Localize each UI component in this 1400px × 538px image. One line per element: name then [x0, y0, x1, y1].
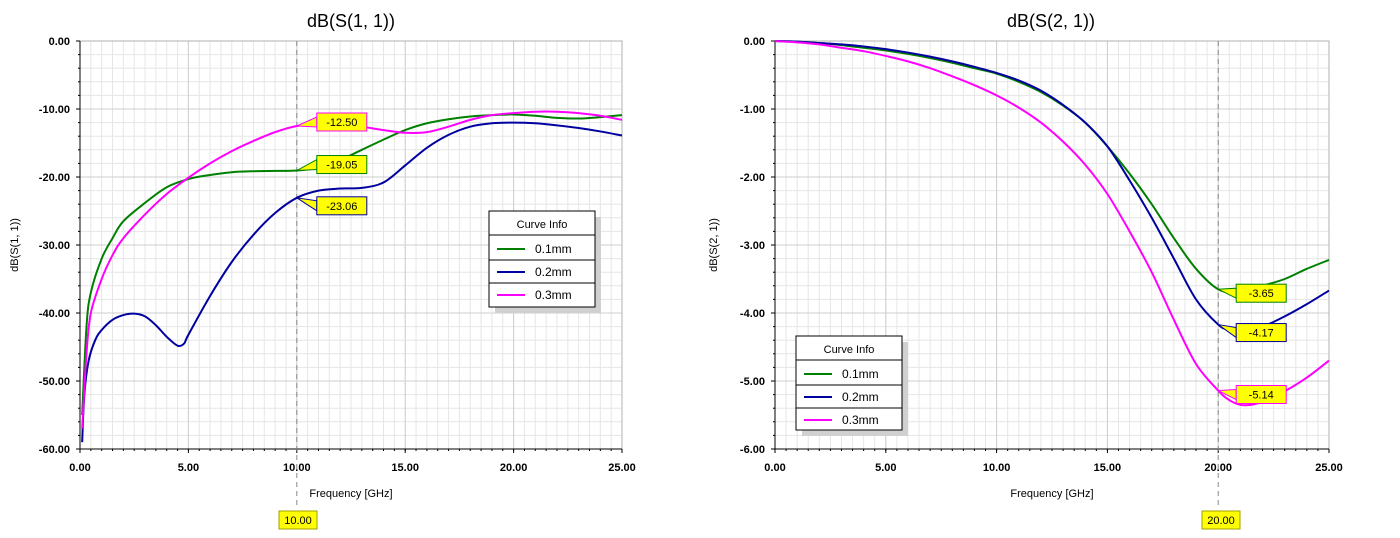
x-tick-label: 25.00 — [608, 462, 636, 474]
callout-label: -4.17 — [1249, 328, 1274, 340]
y-tick-label: -30.00 — [39, 240, 70, 252]
legend-entry: 0.3mm — [535, 288, 572, 302]
callout-label: -12.50 — [326, 117, 357, 129]
marker-x-box — [1201, 510, 1241, 530]
callout-label: -23.06 — [326, 201, 357, 213]
y-tick-label: -4.00 — [740, 308, 765, 320]
legend-box — [488, 210, 596, 308]
legend: Curve Info 0.1mm 0.2mm 0.3mm — [488, 210, 601, 313]
callout-box — [1235, 385, 1287, 405]
y-tick-label: -60.00 — [39, 444, 70, 456]
series-line-0.3mm — [774, 40, 1330, 407]
marker-x-box — [278, 510, 318, 530]
x-tick-label: 25.00 — [1315, 462, 1343, 474]
legend-title: Curve Info — [517, 219, 568, 231]
x-tick-label: 0.00 — [764, 462, 785, 474]
legend: Curve Info 0.1mm 0.2mm 0.3mm — [795, 335, 908, 436]
legend-entry: 0.2mm — [535, 265, 572, 279]
x-axis-label: Frequency [GHz] — [1010, 488, 1093, 500]
y-tick-label: -2.00 — [740, 172, 765, 184]
legend-entry: 0.1mm — [535, 242, 572, 256]
callout-label: -19.05 — [326, 160, 357, 172]
x-axis-label: Frequency [GHz] — [309, 488, 392, 500]
chart-title: dB(S(2, 1)) — [1007, 11, 1095, 31]
x-tick-label: 15.00 — [1094, 462, 1122, 474]
callout-box — [316, 196, 368, 216]
chart-title: dB(S(1, 1)) — [307, 11, 395, 31]
legend-entry: 0.1mm — [842, 367, 879, 381]
y-tick-label: -3.00 — [740, 240, 765, 252]
legend-entry: 0.3mm — [842, 413, 879, 427]
y-tick-label: -20.00 — [39, 172, 70, 184]
y-tick-label: -10.00 — [39, 104, 70, 116]
x-tick-label: 15.00 — [391, 462, 419, 474]
callout-box — [316, 155, 368, 175]
callout-box — [1235, 283, 1287, 303]
y-tick-label: 0.00 — [49, 36, 70, 48]
y-tick-label: -6.00 — [740, 444, 765, 456]
callout-box — [1235, 323, 1287, 343]
marker-x-label: 20.00 — [1207, 515, 1235, 527]
y-axis-label: dB(S(2, 1)) — [708, 218, 720, 272]
y-tick-label: -40.00 — [39, 308, 70, 320]
y-tick-label: -5.00 — [740, 376, 765, 388]
x-tick-label: 20.00 — [500, 462, 528, 474]
x-tick-label: 0.00 — [69, 462, 90, 474]
chart-1: 0.00 -10.00 -20.00 -30.00 -40.00 -50.00 -60.00… — [9, 11, 636, 530]
chart-2: 0.00 -1.00 -2.00 -3.00 -4.00 -5.00 -6.00 0.00 5.… — [708, 11, 1343, 530]
y-tick-label: 0.00 — [744, 36, 765, 48]
x-tick-label: 5.00 — [178, 462, 199, 474]
x-tick-label: 5.00 — [875, 462, 896, 474]
y-tick-label: -1.00 — [740, 104, 765, 116]
marker-x-label: 10.00 — [284, 515, 312, 527]
callout-label: -5.14 — [1249, 390, 1274, 402]
callout-label: -3.65 — [1249, 288, 1274, 300]
legend-entry: 0.2mm — [842, 390, 879, 404]
y-tick-label: -50.00 — [39, 376, 70, 388]
series-line-0.2mm — [81, 121, 623, 443]
legend-box — [795, 335, 903, 431]
y-axis-label: dB(S(1, 1)) — [9, 218, 21, 272]
legend-title: Curve Info — [824, 344, 875, 356]
callout-box — [316, 112, 368, 132]
x-tick-label: 10.00 — [983, 462, 1011, 474]
